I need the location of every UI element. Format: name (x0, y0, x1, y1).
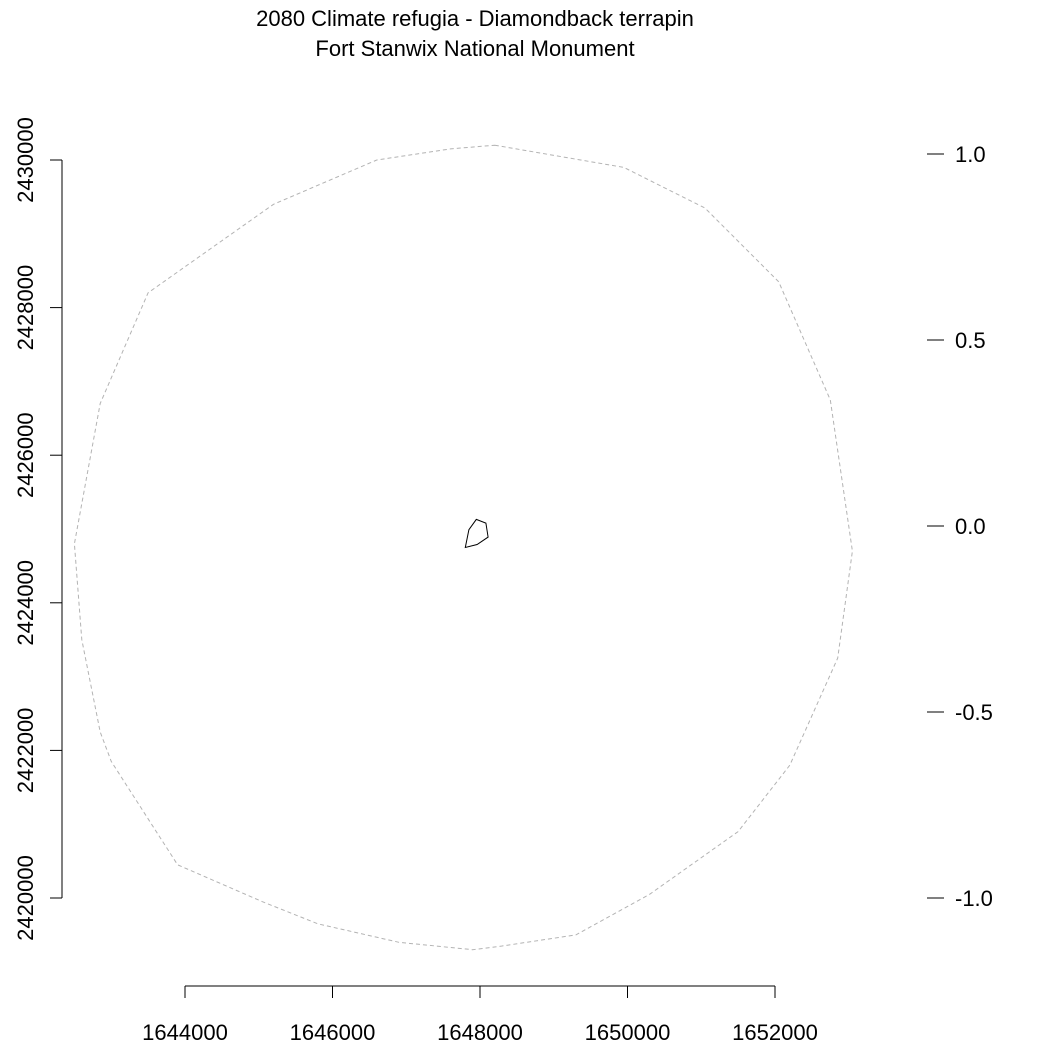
x-tick-label: 1652000 (732, 1020, 818, 1045)
legend-scale: 1.0 0.5 0.0 -0.5 -1.0 (927, 142, 993, 911)
map-title-line-2: Fort Stanwix National Monument (315, 36, 634, 61)
scale-tick-label: -0.5 (955, 700, 993, 725)
park-boundary-polygon (464, 518, 489, 549)
map-title-line-1: 2080 Climate refugia - Diamondback terra… (256, 6, 694, 31)
x-tick-label: 1648000 (437, 1020, 523, 1045)
map-layers (73, 144, 853, 951)
y-tick-label: 2430000 (13, 117, 38, 203)
y-axis: 2420000 2422000 2424000 2426000 2428000 24300… (13, 117, 63, 941)
y-tick-label: 2424000 (13, 560, 38, 646)
scale-tick-label: -1.0 (955, 886, 993, 911)
x-axis: 1644000 1646000 1648000 1650000 1652000 (142, 985, 818, 1045)
x-tick-label: 1650000 (585, 1020, 671, 1045)
x-tick-label: 1644000 (142, 1020, 228, 1045)
x-tick-label: 1646000 (290, 1020, 376, 1045)
y-tick-label: 2426000 (13, 412, 38, 498)
scale-tick-label: 0.0 (955, 514, 986, 539)
y-tick-label: 2420000 (13, 855, 38, 941)
scale-tick-label: 1.0 (955, 142, 986, 167)
buffer-polygon (73, 144, 853, 951)
y-tick-label: 2428000 (13, 265, 38, 351)
y-tick-label: 2422000 (13, 708, 38, 794)
scale-tick-label: 0.5 (955, 328, 986, 353)
